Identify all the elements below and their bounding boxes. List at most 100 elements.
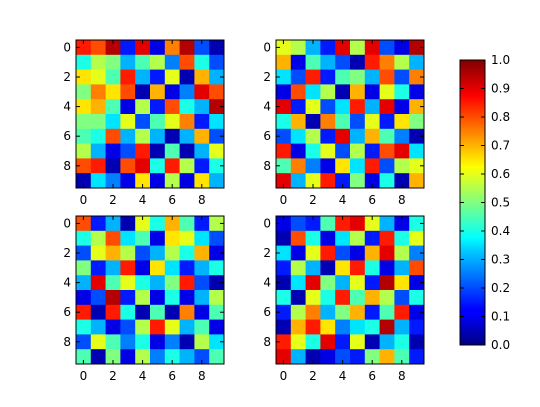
heatmap-cell xyxy=(409,349,425,365)
heatmap-cell xyxy=(335,290,351,306)
heatmap-cell xyxy=(335,114,351,130)
heatmap-cell xyxy=(105,245,121,261)
heatmap-cell xyxy=(335,158,351,174)
heatmap-cell xyxy=(290,173,306,189)
heatmap-cell xyxy=(305,158,321,174)
heatmap-cell xyxy=(76,334,92,350)
heatmap-cell xyxy=(379,230,395,246)
heatmap-cell xyxy=(164,158,180,174)
heatmap-cell xyxy=(179,216,195,232)
heatmap-cell xyxy=(194,334,210,350)
y-tick-label: 4 xyxy=(263,100,271,114)
heatmap-cell xyxy=(320,334,336,350)
heatmap-cell xyxy=(276,128,292,144)
heatmap-cell xyxy=(320,114,336,130)
heatmap-cell xyxy=(209,99,225,115)
x-tick-label: 8 xyxy=(198,369,206,383)
x-tick-label: 2 xyxy=(309,193,317,207)
heatmap-cell xyxy=(179,54,195,70)
y-tick-label: 2 xyxy=(263,246,271,260)
heatmap-cell xyxy=(120,245,136,261)
heatmap-cell xyxy=(276,69,292,85)
heatmap-cell xyxy=(105,216,121,232)
heatmap-cell xyxy=(120,158,136,174)
heatmap-cell xyxy=(335,84,351,100)
heatmap-cell xyxy=(409,99,425,115)
heatmap-cell xyxy=(105,114,121,130)
x-tick-label: 2 xyxy=(109,369,117,383)
axes-frame xyxy=(75,39,225,189)
heatmap-cell xyxy=(394,84,410,100)
heatmap-cell xyxy=(105,290,121,306)
heatmap-cell xyxy=(379,275,395,291)
heatmap-cell xyxy=(276,334,292,350)
heatmap-cell xyxy=(209,230,225,246)
heatmap-cell xyxy=(364,40,380,56)
heatmap-cell xyxy=(76,40,92,56)
heatmap-cell xyxy=(350,158,366,174)
heatmap-cell xyxy=(320,54,336,70)
heatmap-cell xyxy=(276,290,292,306)
heatmap-cells xyxy=(276,216,425,365)
heatmap-cell xyxy=(209,304,225,320)
y-tick-label: 2 xyxy=(63,70,71,84)
heatmap-cell xyxy=(394,245,410,261)
heatmap-cell xyxy=(379,54,395,70)
heatmap-cell xyxy=(335,54,351,70)
heatmap-cell xyxy=(320,84,336,100)
heatmap-cell xyxy=(394,40,410,56)
heatmap-cell xyxy=(179,260,195,276)
heatmap-cell xyxy=(379,290,395,306)
heatmap-cell xyxy=(276,230,292,246)
heatmap-cell xyxy=(120,304,136,320)
heatmap-cell xyxy=(194,128,210,144)
heatmap-cell xyxy=(350,216,366,232)
y-tick-label: 6 xyxy=(263,305,271,319)
heatmap-cell xyxy=(209,158,225,174)
heatmap-cell xyxy=(335,143,351,159)
x-tick-label: 6 xyxy=(168,193,176,207)
heatmap-cell xyxy=(305,275,321,291)
heatmap-cell xyxy=(150,40,166,56)
heatmap-cell xyxy=(335,69,351,85)
heatmap-cells xyxy=(76,40,225,189)
heatmap-cell xyxy=(276,319,292,335)
heatmap-cell xyxy=(194,290,210,306)
heatmap-cell xyxy=(290,99,306,115)
heatmap-cell xyxy=(179,275,195,291)
x-tick-label: 4 xyxy=(139,369,147,383)
heatmap-cell xyxy=(379,69,395,85)
heatmap-cell xyxy=(394,128,410,144)
heatmap-cell xyxy=(76,158,92,174)
heatmap-cell xyxy=(305,84,321,100)
heatmap-cell xyxy=(350,334,366,350)
y-tick-label: 0 xyxy=(263,216,271,230)
heatmap-cell xyxy=(335,319,351,335)
heatmap-cell xyxy=(90,158,106,174)
heatmap-cell xyxy=(76,349,92,365)
heatmap-cell xyxy=(76,54,92,70)
heatmap-cell xyxy=(120,334,136,350)
heatmap-cell xyxy=(164,334,180,350)
heatmap-cell xyxy=(276,114,292,130)
heatmap-cell xyxy=(209,128,225,144)
heatmap-cell xyxy=(164,349,180,365)
heatmap-cell xyxy=(350,245,366,261)
heatmap-cell xyxy=(394,158,410,174)
heatmap-cell xyxy=(164,260,180,276)
x-tick-label: 6 xyxy=(368,193,376,207)
heatmap-cell xyxy=(105,54,121,70)
heatmap-cell xyxy=(194,245,210,261)
heatmap-cell xyxy=(150,349,166,365)
heatmap-cell xyxy=(350,114,366,130)
heatmap-cell xyxy=(120,69,136,85)
heatmap-cell xyxy=(276,99,292,115)
heatmap-cell xyxy=(120,230,136,246)
heatmap-cell xyxy=(350,230,366,246)
heatmap-cell xyxy=(290,128,306,144)
heatmap-cell xyxy=(120,349,136,365)
heatmap-cell xyxy=(394,143,410,159)
y-tick-label: 6 xyxy=(63,305,71,319)
heatmap-cell xyxy=(164,54,180,70)
heatmap-cell xyxy=(179,290,195,306)
